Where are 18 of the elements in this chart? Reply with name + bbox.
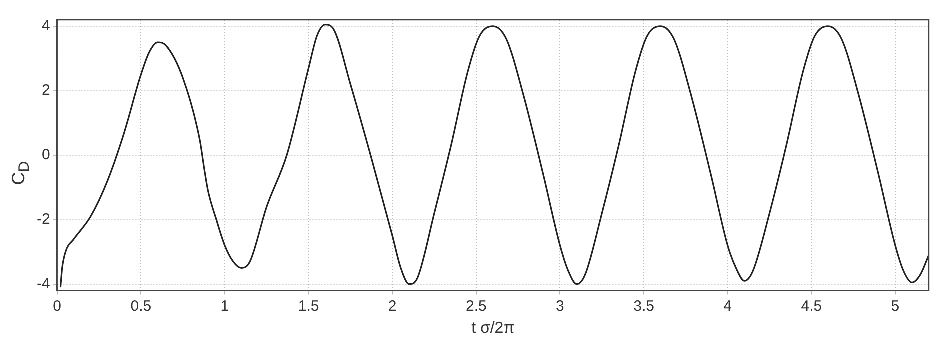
y-tick-label: -4 [36, 275, 50, 292]
x-tick-label: 5 [891, 298, 900, 315]
x-tick-label: 1 [220, 298, 230, 315]
x-tick-label: 0 [53, 298, 62, 315]
y-tick-label: 4 [42, 18, 50, 35]
x-tick-label: 2.5 [466, 298, 487, 315]
x-tick-label: 1.5 [298, 298, 320, 315]
x-tick-label: 2 [388, 298, 397, 315]
x-tick-label: 4 [724, 298, 732, 315]
x-tick-label: 3 [556, 298, 564, 315]
x-axis-title: t σ/2π [472, 320, 515, 337]
x-tick-label: 4.5 [801, 298, 822, 315]
line-series [60, 24, 929, 288]
y-tick-label: 0 [42, 146, 50, 164]
x-tick-label: 3.5 [634, 298, 654, 315]
y-tick-label: 2 [42, 82, 50, 100]
y-tick-label: -2 [36, 211, 50, 228]
x-tick-label: 0.5 [130, 298, 152, 315]
